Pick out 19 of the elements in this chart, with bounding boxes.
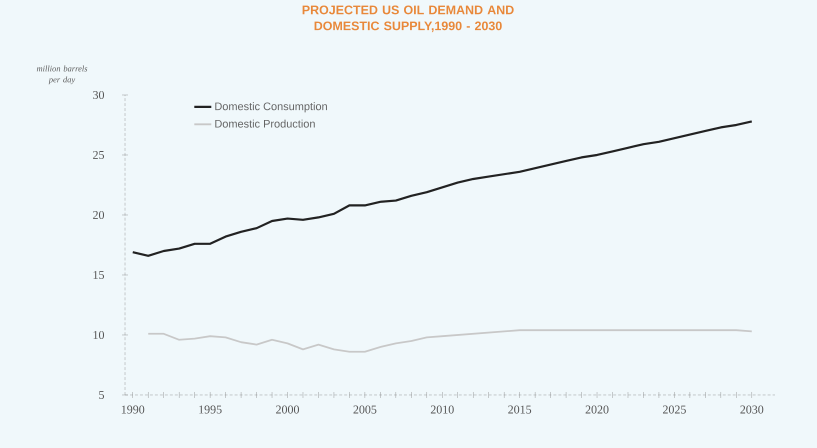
x-tick-label: 1995: [199, 406, 222, 414]
y-tick-label: 20: [93, 210, 104, 220]
x-tick-label: 2005: [353, 406, 376, 414]
x-tick-label: 1990: [122, 406, 144, 414]
x-tick-label: 2000: [276, 406, 299, 414]
y-tick-label: 30: [93, 90, 104, 100]
x-tick-label: 2015: [508, 406, 532, 414]
x-tick-label: 2030: [740, 406, 764, 414]
x-tick-label: 2020: [586, 406, 609, 414]
chart-title: PROJECTED US OIL DEMAND AND DOMESTIC SUPPLY,1990 - 2030: [302, 6, 514, 32]
x-tick-label: 2025: [662, 406, 686, 414]
y-tick-label: 25: [93, 150, 104, 159]
y-tick-label: 15: [94, 270, 104, 279]
legend-label: Domestic Consumption: [215, 102, 327, 112]
y-axis-title: million barrels per day: [36, 66, 88, 84]
y-tick-label: 10: [94, 330, 104, 340]
x-tick-label: 2010: [430, 406, 454, 414]
y-tick-label: 5: [99, 391, 104, 399]
legend-label: Domestic Production: [215, 120, 315, 128]
